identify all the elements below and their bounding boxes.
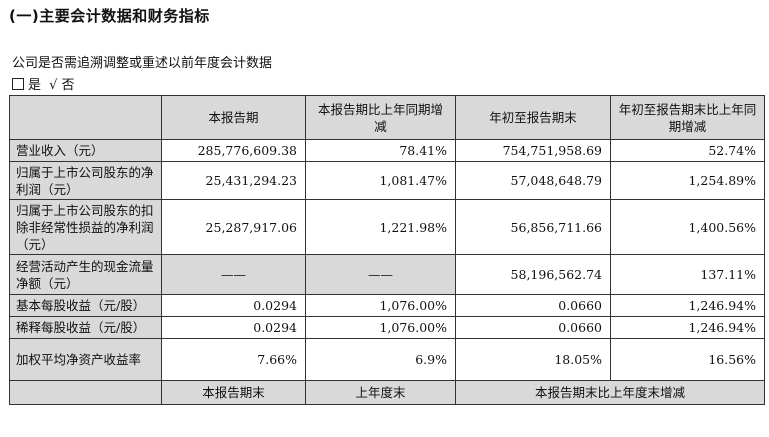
row-label: 加权平均净资产收益率 <box>9 338 162 381</box>
header-ytd: 年初至报告期末 <box>455 95 611 140</box>
cell-value: 56,856,711.66 <box>455 199 611 255</box>
row-label: 营业收入（元） <box>9 139 162 162</box>
cell-value: 16.56% <box>610 338 765 381</box>
cell-value: 137.11% <box>610 254 765 295</box>
table-header-row: 本报告期 本报告期比上年同期增减 年初至报告期末 年初至报告期末比上年同期增减 <box>9 95 765 140</box>
table-row: 营业收入（元） 285,776,609.38 78.41% 754,751,95… <box>9 139 765 162</box>
cell-value: 1,246.94% <box>610 294 765 317</box>
cell-value: 754,751,958.69 <box>455 139 611 162</box>
answer-no-label: 否 <box>61 78 75 93</box>
cell-value: 0.0294 <box>161 316 306 339</box>
table-row: 归属于上市公司股东的净利润（元） 25,431,294.23 1,081.47%… <box>9 161 765 200</box>
header-current-period-yoy: 本报告期比上年同期增减 <box>305 95 456 140</box>
cell-value: 1,254.89% <box>610 161 765 200</box>
cell-value: 1,081.47% <box>305 161 456 200</box>
cell-value: 6.9% <box>305 338 456 381</box>
restatement-answer: 是 √ 否 <box>12 74 78 93</box>
footer-change-vs-prior-year-end: 本报告期末比上年度末增减 <box>455 380 765 405</box>
footer-period-end: 本报告期末 <box>161 380 306 405</box>
cell-value: 1,221.98% <box>305 199 456 255</box>
table-row: 基本每股收益（元/股） 0.0294 1,076.00% 0.0660 1,24… <box>9 294 765 317</box>
restatement-question: 公司是否需追溯调整或重述以前年度会计数据 <box>12 56 273 71</box>
cell-value: 18.05% <box>455 338 611 381</box>
row-label: 归属于上市公司股东的净利润（元） <box>9 161 162 200</box>
header-current-period: 本报告期 <box>161 95 306 140</box>
answer-yes-label: 是 <box>28 78 42 93</box>
cell-value: 0.0660 <box>455 316 611 339</box>
cell-value: 0.0660 <box>455 294 611 317</box>
cell-value: 25,431,294.23 <box>161 161 306 200</box>
row-label: 基本每股收益（元/股） <box>9 294 162 317</box>
table-row: 归属于上市公司股东的扣除非经常性损益的净利润（元） 25,287,917.06 … <box>9 199 765 255</box>
cell-value: 52.74% <box>610 139 765 162</box>
cell-value: 58,196,562.74 <box>455 254 611 295</box>
footer-prior-year-end: 上年度末 <box>305 380 456 405</box>
cell-value: 25,287,917.06 <box>161 199 306 255</box>
cell-value: 1,246.94% <box>610 316 765 339</box>
footer-cell-empty <box>9 380 162 405</box>
header-cell-empty <box>9 95 162 140</box>
financial-indicators-table: 本报告期 本报告期比上年同期增减 年初至报告期末 年初至报告期末比上年同期增减 … <box>9 95 765 405</box>
table-row: 经营活动产生的现金流量净额（元） —— —— 58,196,562.74 137… <box>9 254 765 295</box>
section-title: (一)主要会计数据和财务指标 <box>9 7 210 25</box>
checkbox-yes[interactable] <box>12 78 24 90</box>
cell-value: —— <box>161 254 306 295</box>
cell-value: —— <box>305 254 456 295</box>
row-label: 经营活动产生的现金流量净额（元） <box>9 254 162 295</box>
table-row: 加权平均净资产收益率 7.66% 6.9% 18.05% 16.56% <box>9 338 765 381</box>
row-label: 稀释每股收益（元/股） <box>9 316 162 339</box>
row-label: 归属于上市公司股东的扣除非经常性损益的净利润（元） <box>9 199 162 255</box>
table-footer-header-row: 本报告期末 上年度末 本报告期末比上年度末增减 <box>9 380 765 405</box>
cell-value: 1,400.56% <box>610 199 765 255</box>
cell-value: 1,076.00% <box>305 294 456 317</box>
cell-value: 1,076.00% <box>305 316 456 339</box>
check-mark-icon: √ <box>49 78 58 93</box>
table-row: 稀释每股收益（元/股） 0.0294 1,076.00% 0.0660 1,24… <box>9 316 765 339</box>
cell-value: 285,776,609.38 <box>161 139 306 162</box>
cell-value: 0.0294 <box>161 294 306 317</box>
cell-value: 57,048,648.79 <box>455 161 611 200</box>
header-ytd-yoy: 年初至报告期末比上年同期增减 <box>610 95 765 140</box>
cell-value: 78.41% <box>305 139 456 162</box>
cell-value: 7.66% <box>161 338 306 381</box>
